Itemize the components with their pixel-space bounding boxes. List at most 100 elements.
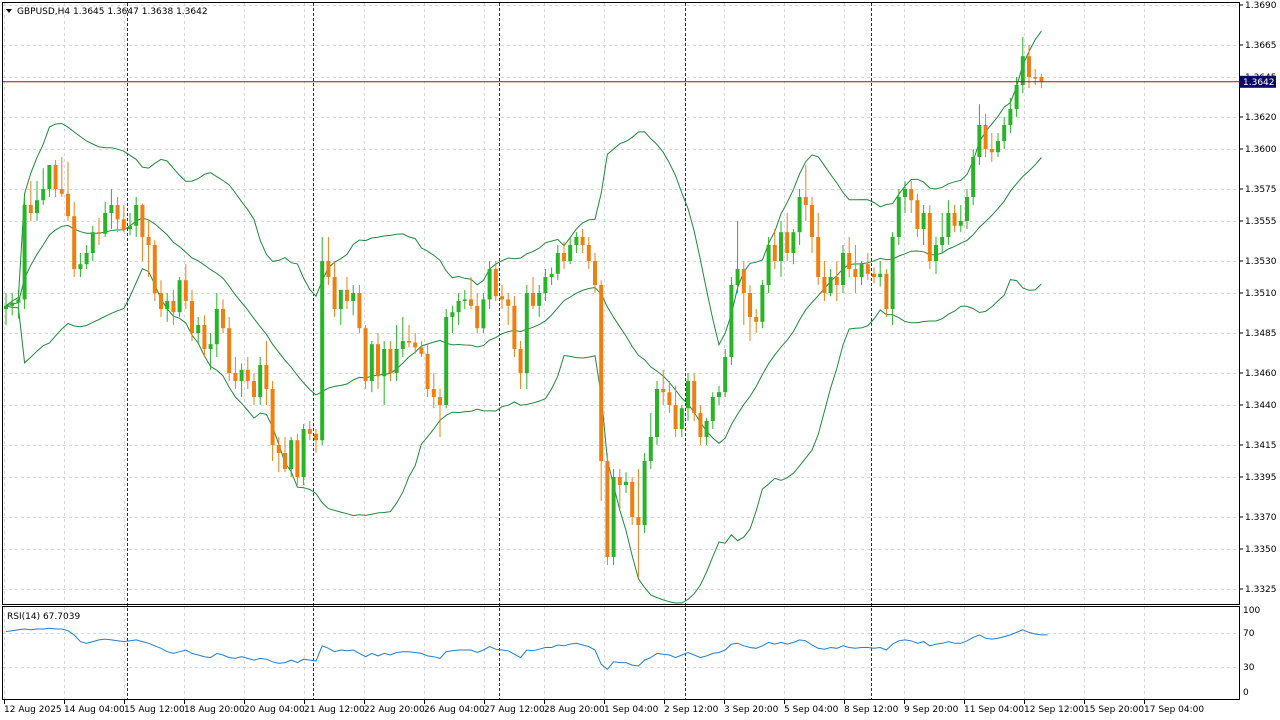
candle [214, 293, 219, 357]
candle-body [332, 277, 337, 309]
candle [487, 261, 492, 309]
candle [425, 344, 430, 397]
candle [140, 203, 145, 261]
candle-body [940, 237, 945, 245]
candle-body [264, 365, 269, 389]
candle [500, 285, 504, 309]
candle [165, 293, 170, 322]
candle [16, 289, 21, 319]
chart-menu-triangle-icon[interactable] [6, 9, 12, 13]
candle-body [469, 299, 473, 306]
candle [549, 267, 554, 285]
candle-body [214, 309, 219, 345]
candle-body [847, 253, 852, 269]
candle-body [878, 273, 883, 277]
rsi-grid [3, 607, 1239, 699]
time-tick-label: 14 Aug 04:00 [64, 705, 125, 715]
candle [438, 389, 442, 437]
candle-body [357, 293, 362, 329]
candle-body [103, 213, 108, 234]
candle-body [53, 165, 58, 189]
candle-body [692, 381, 697, 413]
candle-body [295, 440, 300, 477]
candle-body [568, 245, 573, 261]
candle [834, 261, 839, 301]
candle [276, 437, 281, 473]
rsi-line-group [5, 627, 1048, 670]
candle [208, 333, 213, 370]
candle-body [283, 453, 287, 469]
candle-body [946, 213, 951, 237]
candle [97, 217, 101, 245]
candle-body [128, 225, 132, 229]
candle-body [865, 264, 870, 274]
candle [72, 201, 77, 277]
candle-body [345, 289, 349, 301]
candle [741, 261, 746, 325]
candle-body [723, 357, 728, 393]
candle-body [109, 205, 114, 213]
candle [704, 417, 709, 445]
time-tick-label: 22 Aug 20:00 [364, 705, 425, 715]
candle [444, 309, 449, 409]
candle-body [1033, 77, 1038, 79]
candle [859, 261, 864, 285]
candle-body [1002, 125, 1007, 141]
candle [431, 373, 436, 409]
session-separators [127, 3, 872, 699]
candle-body [338, 289, 343, 309]
candle [927, 205, 932, 269]
candle [890, 232, 895, 325]
price-tick-label: 1.3395 [1245, 473, 1277, 483]
candle [568, 237, 573, 265]
candle [283, 437, 287, 473]
candle-body [270, 389, 275, 445]
candle-body [121, 219, 126, 229]
candle [59, 157, 64, 197]
candle [456, 293, 461, 325]
candle-body [630, 481, 635, 517]
candle [1008, 97, 1013, 133]
candle [245, 357, 250, 389]
candle-body [221, 309, 225, 329]
candle [729, 277, 734, 365]
candle-body [958, 221, 963, 226]
candle-body [1008, 109, 1013, 125]
candle-body [698, 413, 703, 437]
candle [462, 289, 467, 309]
candle-body [673, 405, 678, 429]
candle [766, 237, 771, 293]
candle-body [407, 341, 411, 343]
candle-body [400, 341, 405, 349]
candle-body [562, 253, 566, 261]
candle-body [822, 277, 827, 293]
candle-body [617, 477, 622, 485]
price-tick-label: 1.3325 [1245, 585, 1277, 595]
candle [10, 293, 15, 316]
candle-body [890, 237, 895, 309]
candle-body [183, 280, 188, 301]
candle-body [766, 245, 771, 285]
candle [345, 277, 349, 309]
candle-body [84, 253, 89, 265]
price-tick-label: 1.3530 [1245, 257, 1277, 267]
candle-body [853, 269, 858, 277]
candle [952, 205, 957, 233]
time-tick-label: 26 Aug 04:00 [424, 705, 485, 715]
candle-body [4, 305, 8, 309]
candle [41, 168, 46, 205]
candle-body [208, 344, 213, 349]
candle-body [382, 349, 387, 377]
candle-body [717, 392, 721, 397]
candle [611, 469, 616, 565]
candle-body [921, 213, 926, 229]
price-grid [3, 3, 1239, 604]
candle-body [679, 408, 684, 429]
candle-body [586, 245, 591, 261]
candle [692, 373, 697, 421]
candle-body [394, 349, 399, 373]
bollinger-bands [5, 30, 1042, 604]
candle-body [196, 325, 201, 333]
candle [121, 205, 126, 233]
